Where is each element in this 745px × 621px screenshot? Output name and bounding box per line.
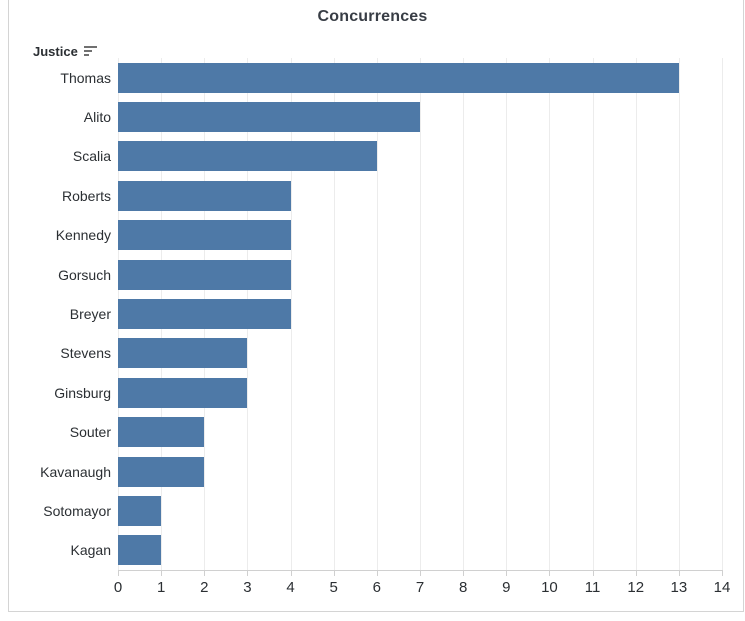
- bar-row: [118, 452, 722, 491]
- gridline: [420, 58, 421, 570]
- bar[interactable]: [118, 377, 248, 408]
- bar-row: [118, 176, 722, 215]
- category-label[interactable]: Gorsuch: [58, 266, 111, 283]
- gridline: [333, 58, 335, 570]
- gridline: [506, 58, 508, 570]
- category-label[interactable]: Breyer: [69, 305, 111, 322]
- category-label[interactable]: Kavanaugh: [40, 463, 111, 480]
- bar-row: [118, 58, 722, 97]
- x-tick: [204, 571, 206, 576]
- x-tick: [420, 571, 421, 576]
- bar[interactable]: [118, 535, 162, 566]
- x-tick-label: 7: [415, 579, 425, 596]
- gridline: [376, 58, 378, 570]
- bar-row: [118, 216, 722, 255]
- x-tick: [722, 571, 723, 576]
- x-tick-label: 4: [286, 579, 295, 596]
- frame-border-left: [8, 0, 9, 612]
- category-label[interactable]: Kagan: [70, 542, 111, 559]
- x-tick-label: 9: [502, 579, 511, 596]
- x-tick: [247, 571, 249, 576]
- x-tick-label: 12: [627, 579, 645, 596]
- row-field-label: Justice: [33, 43, 78, 59]
- category-axis: Thomas Alito Scalia Roberts Kennedy Gorsuch Br…: [0, 58, 111, 570]
- bar[interactable]: [118, 417, 205, 448]
- frame-border-bottom: [8, 611, 744, 612]
- category-label[interactable]: Souter: [69, 424, 111, 441]
- category-label[interactable]: Scalia: [72, 148, 111, 165]
- plot-area: [118, 58, 723, 570]
- category-label[interactable]: Ginsburg: [54, 384, 111, 401]
- bar[interactable]: [118, 102, 420, 133]
- bar[interactable]: [118, 220, 291, 251]
- bar[interactable]: [118, 62, 679, 93]
- bar[interactable]: [118, 298, 291, 329]
- bar[interactable]: [118, 456, 205, 487]
- bar-row: [118, 294, 722, 333]
- x-tick-label: 10: [541, 579, 558, 596]
- x-tick: [635, 571, 637, 576]
- gridline: [635, 58, 637, 570]
- category-label[interactable]: Thomas: [60, 69, 111, 86]
- frame-border-right: [743, 0, 744, 612]
- x-tick: [592, 571, 594, 576]
- bar-row: [118, 491, 722, 530]
- category-label[interactable]: Alito: [83, 109, 111, 126]
- x-tick: [549, 571, 551, 576]
- gridline: [549, 58, 551, 570]
- bar[interactable]: [118, 495, 162, 526]
- bar-row: [118, 255, 722, 294]
- x-tick: [333, 571, 335, 576]
- bar[interactable]: [118, 259, 291, 290]
- x-tick: [161, 571, 163, 576]
- row-field-header[interactable]: Justice: [33, 42, 97, 60]
- x-axis-tick-labels: 0 1 2 3 4 5 6 7 8 9 10 11 12 13 14: [114, 579, 731, 599]
- x-tick-label: 13: [670, 579, 688, 596]
- x-axis-ticks: [118, 571, 723, 576]
- x-tick: [290, 571, 292, 576]
- category-label[interactable]: Stevens: [60, 345, 111, 362]
- sort-descending-icon[interactable]: [83, 45, 97, 57]
- x-tick-label: 5: [329, 579, 338, 596]
- bar-row: [118, 137, 722, 176]
- bar-row: [118, 531, 722, 570]
- chart-title: Concurrences: [317, 8, 428, 25]
- x-tick: [678, 571, 680, 576]
- category-label[interactable]: Kennedy: [55, 227, 111, 244]
- bar[interactable]: [118, 338, 248, 369]
- x-tick-label: 14: [713, 579, 731, 596]
- x-tick-label: 3: [243, 579, 252, 596]
- bar-row: [118, 97, 722, 136]
- x-tick-label: 6: [372, 579, 382, 596]
- x-tick-label: 1: [156, 579, 166, 596]
- x-tick-label: 2: [200, 579, 209, 596]
- x-tick: [376, 571, 378, 576]
- bar[interactable]: [118, 141, 377, 172]
- bar[interactable]: [118, 180, 291, 211]
- x-tick-label: 11: [584, 579, 601, 596]
- x-tick-label: 8: [458, 579, 468, 596]
- gridline: [678, 58, 680, 570]
- x-axis-line: [118, 570, 723, 571]
- bar-row: [118, 373, 722, 412]
- gridline: [463, 58, 465, 570]
- category-label[interactable]: Sotomayor: [43, 502, 111, 519]
- x-tick: [506, 571, 508, 576]
- x-tick: [118, 571, 119, 576]
- bar-row: [118, 334, 722, 373]
- category-label[interactable]: Roberts: [61, 187, 111, 204]
- gridline: [290, 58, 292, 570]
- x-tick-label: 0: [113, 579, 123, 596]
- gridline: [722, 58, 723, 570]
- gridline: [592, 58, 594, 570]
- x-tick: [463, 571, 465, 576]
- bar-row: [118, 412, 722, 451]
